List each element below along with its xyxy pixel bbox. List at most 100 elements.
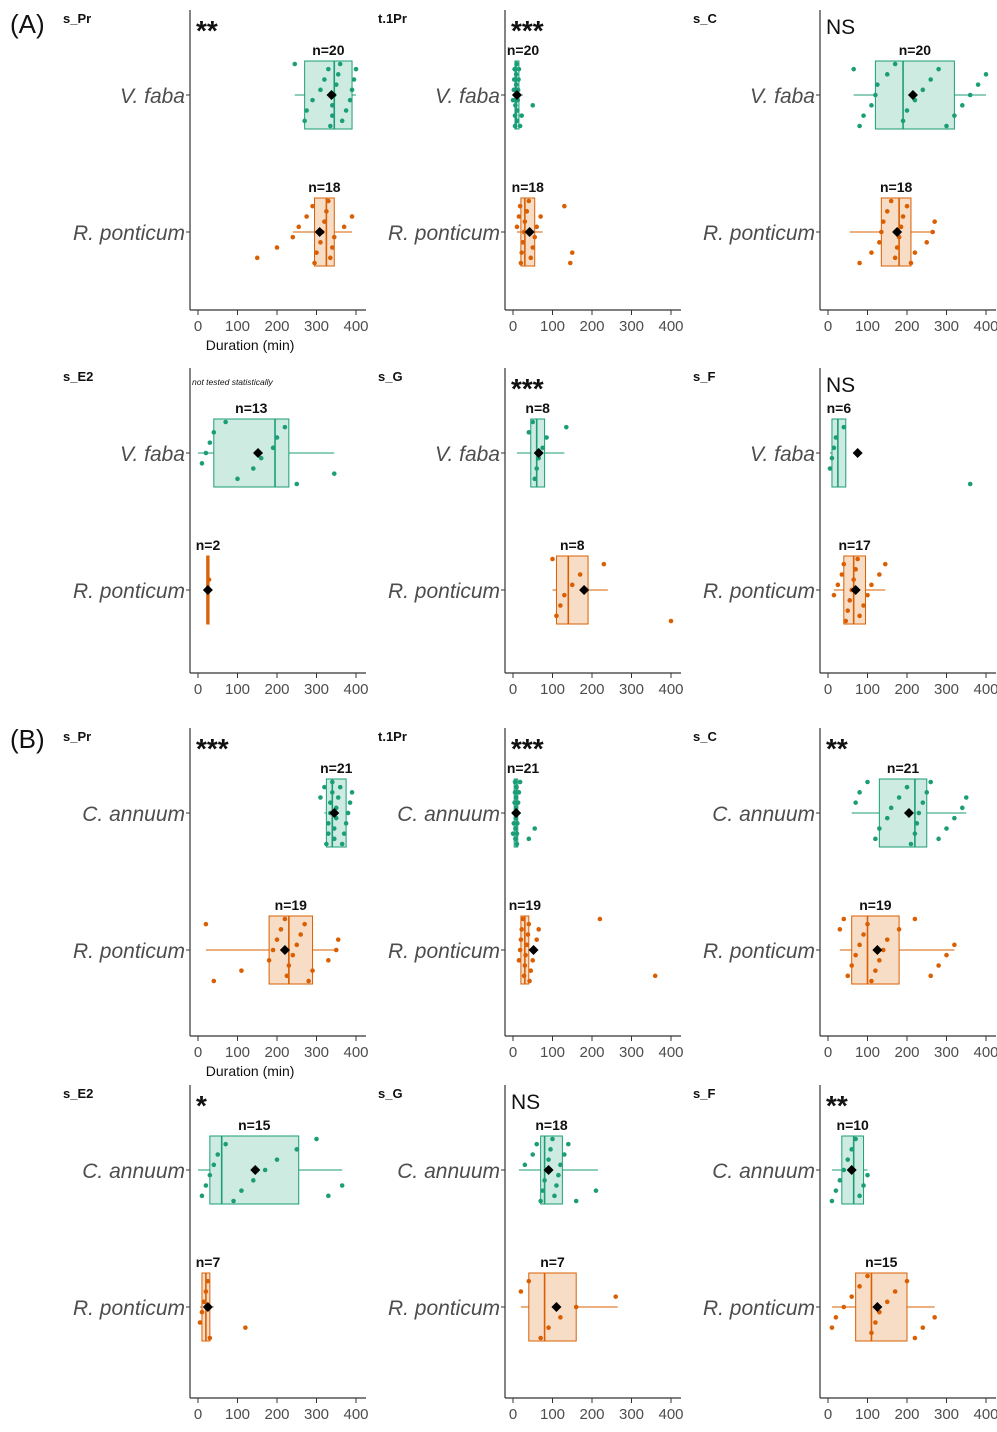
data-point (211, 978, 217, 984)
data-point (274, 1157, 280, 1162)
data-point (536, 455, 541, 461)
data-point (983, 72, 989, 77)
data-point (668, 618, 674, 624)
data-point (849, 1294, 854, 1299)
x-tick-label: 100 (855, 1044, 880, 1061)
data-point (207, 440, 213, 445)
box (304, 60, 353, 130)
data-point (310, 203, 315, 209)
data-point (510, 831, 516, 836)
data-point (520, 916, 526, 922)
data-point (534, 224, 539, 230)
data-point (235, 476, 240, 482)
data-point (330, 103, 335, 108)
data-point (290, 952, 296, 958)
data-point (562, 592, 567, 598)
data-point (534, 937, 539, 942)
data-point (515, 108, 520, 113)
data-point (203, 1183, 209, 1188)
data-point (318, 87, 323, 93)
data-point (512, 113, 518, 118)
x-tick-label: 200 (264, 681, 289, 698)
data-point (512, 790, 518, 795)
x-tick-label: 0 (194, 681, 202, 698)
panel-b-sf: s_F 0 100 200 300 400 ** C. annuum n=10 R. pontic… (693, 1085, 997, 1423)
panel-b-t1pr: t.1Pr 0 100 200 300 400 *** C. annuum n=21 R. pon… (378, 728, 684, 1061)
x-tick-label: 300 (619, 318, 644, 335)
data-point (197, 1320, 203, 1325)
section-label: (B) (10, 724, 45, 754)
significance-label: * (196, 1090, 207, 1121)
data-point (912, 831, 918, 836)
data-point (266, 958, 272, 963)
data-point (843, 618, 849, 624)
x-tick-label: 100 (540, 318, 565, 335)
x-tick-label: 200 (894, 1044, 919, 1061)
data-point (967, 92, 973, 98)
n-label: n=18 (308, 179, 341, 195)
data-point (932, 1315, 937, 1320)
mean-marker (846, 1165, 857, 1175)
data-point (924, 790, 930, 795)
x-tick-label: 200 (894, 1406, 919, 1423)
group-r-ponticum: R. ponticum n=18 (73, 179, 355, 267)
data-point (882, 561, 888, 567)
data-point (526, 836, 532, 842)
y-category-label: C. annuum (82, 803, 185, 826)
data-point (839, 572, 845, 577)
x-tick-label: 300 (934, 681, 959, 698)
x-tick-label: 0 (194, 318, 202, 335)
data-point (318, 240, 323, 245)
x-tick-label: 200 (264, 318, 289, 335)
mean-marker (329, 808, 340, 818)
panel-title: s_G (378, 1086, 403, 1101)
data-point (558, 1315, 563, 1320)
data-point (270, 445, 276, 451)
n-label: n=15 (865, 1254, 898, 1270)
group-host: C. annuum n=21 (82, 760, 355, 848)
data-point (511, 821, 517, 826)
data-point (349, 214, 355, 219)
x-tick-label: 400 (343, 681, 368, 698)
x-tick-label: 300 (304, 1406, 329, 1423)
data-point (865, 921, 870, 927)
data-point (522, 963, 528, 968)
significance-label: NS (826, 374, 855, 397)
data-point (944, 826, 949, 831)
n-label: n=18 (512, 179, 545, 195)
data-point (328, 123, 333, 129)
x-tick-label: 300 (934, 1406, 959, 1423)
data-point (284, 973, 290, 979)
x-tick-label: 0 (824, 318, 832, 335)
x-tick-label: 0 (509, 681, 517, 698)
group-host: V. faba n=13 (120, 400, 337, 488)
data-point (857, 1284, 862, 1289)
data-point (936, 66, 941, 72)
data-point (833, 1315, 839, 1320)
data-point (841, 1167, 847, 1173)
panel-title: s_E2 (63, 1086, 93, 1101)
data-point (546, 1325, 551, 1330)
data-point (318, 795, 323, 800)
box (213, 418, 290, 488)
y-category-label: R. ponticum (73, 580, 185, 603)
x-tick-label: 100 (225, 318, 250, 335)
data-point (514, 61, 519, 67)
panel-title: s_Pr (63, 11, 91, 26)
data-point (349, 87, 355, 93)
data-point (201, 1299, 207, 1305)
data-point (517, 123, 523, 129)
data-point (335, 72, 341, 77)
y-category-label: V. faba (120, 85, 185, 108)
panel-title: s_C (693, 11, 717, 26)
data-point (312, 260, 317, 266)
data-point (345, 810, 351, 816)
data-point (530, 103, 536, 108)
data-point (290, 234, 296, 240)
data-point (339, 1183, 345, 1188)
significance-label: NS (511, 1091, 540, 1114)
data-point (330, 779, 335, 785)
data-point (532, 826, 538, 831)
x-tick-label: 200 (894, 681, 919, 698)
data-point (892, 61, 898, 67)
